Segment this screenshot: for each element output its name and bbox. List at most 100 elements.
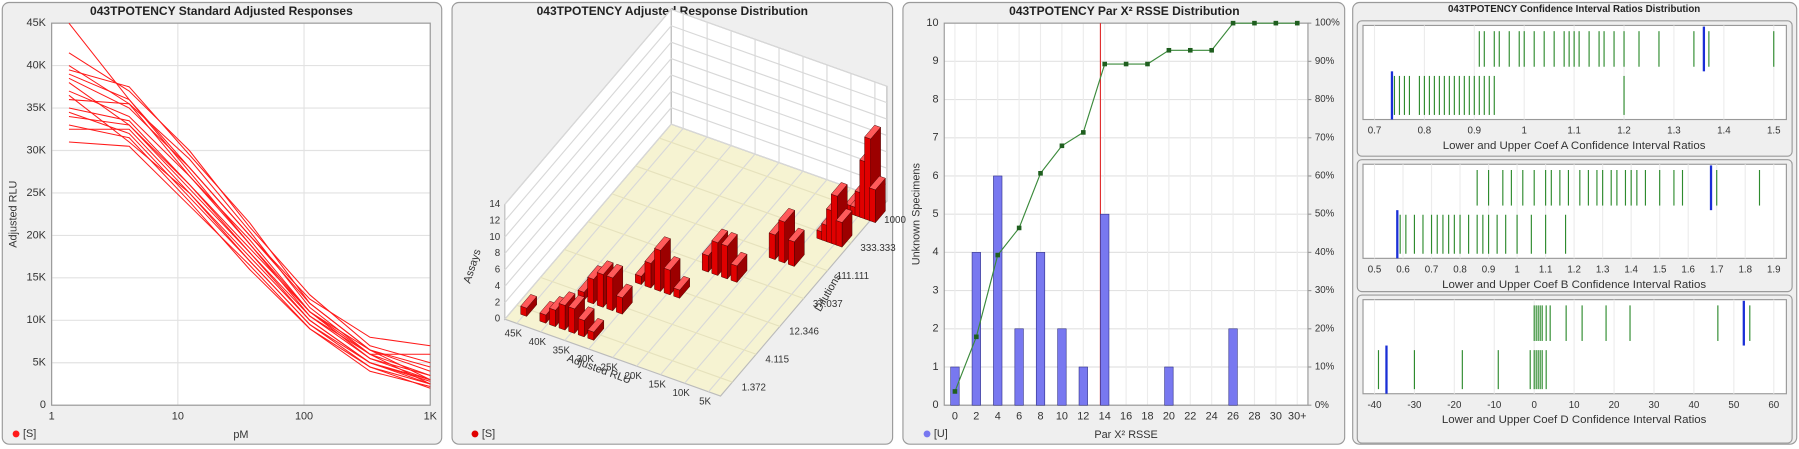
x-tick-label: 18 <box>1141 411 1153 423</box>
x-tick-label: 1.4 <box>1717 126 1731 137</box>
chart-title: 043TPOTENCY Standard Adjusted Responses <box>90 4 353 18</box>
grid-line <box>504 41 888 238</box>
y2-tick-label: 0% <box>1315 400 1329 411</box>
grid-line <box>587 221 804 300</box>
x-tick-label: -30 <box>1407 400 1422 411</box>
grid-line <box>516 13 684 324</box>
x-tick-label: 0.7 <box>1368 126 1382 137</box>
bar <box>1164 366 1174 406</box>
x-tick-label: 1.2 <box>1567 264 1581 275</box>
z-tick-label: 2 <box>495 297 500 308</box>
x-tick-label: 1K <box>424 411 438 423</box>
line-marker <box>1252 20 1257 26</box>
bar <box>868 175 886 224</box>
bar-front <box>606 275 614 312</box>
x-tick-label: 4 <box>995 411 1001 423</box>
bar-front <box>558 303 566 331</box>
x-tick-label: 1.5 <box>1653 264 1667 275</box>
x-tick-label: 12 <box>1077 411 1089 423</box>
x-tick-label: 100 <box>295 411 313 423</box>
line <box>68 77 431 347</box>
bar <box>577 306 595 338</box>
grid-line <box>504 123 888 320</box>
x-tick-label: 0 <box>1531 400 1537 411</box>
bar-front <box>778 219 785 264</box>
line-marker <box>974 334 979 340</box>
chart-title: 043TPOTENCY Confidence Interval Ratios D… <box>1448 4 1700 15</box>
x-tick-label: 24 <box>1206 411 1218 423</box>
z-tick-label: 0 <box>495 314 501 325</box>
bar-front <box>654 247 661 292</box>
x-tick-label: 30 <box>1649 400 1660 411</box>
line <box>68 99 431 376</box>
bar-front <box>835 220 843 248</box>
x-tick-label: 20 <box>1163 411 1175 423</box>
x-tick-label: 40 <box>1688 400 1699 411</box>
y-tick-label: 20K <box>27 229 47 241</box>
z-tick-label: 8 <box>495 248 500 259</box>
line-marker <box>1123 61 1129 67</box>
x-tick-label: 45K <box>505 328 523 339</box>
grid-line <box>504 107 888 304</box>
bar <box>587 318 605 341</box>
legend-label: [U] <box>934 428 948 440</box>
x-tick-label: 1.2 <box>1617 126 1631 137</box>
bar <box>1100 213 1110 406</box>
bar <box>1014 328 1024 406</box>
grid-line <box>660 64 828 376</box>
bar <box>615 283 633 315</box>
y-tick-label: 111.111 <box>837 271 869 282</box>
y2-tick-label: 30% <box>1315 285 1335 296</box>
line-marker <box>1145 61 1150 67</box>
x-tick-label: 20 <box>1609 400 1620 411</box>
bar-top <box>606 263 624 279</box>
x-tick-label: 40K <box>529 337 547 348</box>
z-tick-label: 6 <box>495 265 500 276</box>
y-tick-label: 1 <box>932 361 938 373</box>
y-tick-label: 7 <box>932 132 938 144</box>
x-tick-label: 1.4 <box>1624 264 1638 275</box>
line-marker <box>1102 61 1107 67</box>
chart-title: 043TPOTENCY Par X² RSSE Distribution <box>1009 4 1239 18</box>
x-tick-label: 10 <box>1056 411 1068 423</box>
bar-top <box>520 294 538 309</box>
bar-front <box>587 276 594 305</box>
bar <box>730 251 748 283</box>
grid-line <box>504 8 888 205</box>
x-tick-label: 30+ <box>1288 411 1306 423</box>
y-axis-label: Adjusted RLU <box>8 180 20 247</box>
line-marker <box>1081 130 1086 135</box>
line-marker <box>1059 143 1065 149</box>
bar-top <box>577 306 595 321</box>
x-tick-label: 10 <box>1569 400 1580 411</box>
line <box>68 52 431 364</box>
legend-marker <box>471 430 479 438</box>
bar-front <box>568 306 575 334</box>
x-tick-label: 1.3 <box>1667 126 1681 137</box>
y-tick-label: 5 <box>932 208 938 220</box>
grid-line <box>504 90 888 287</box>
y2-tick-label: 40% <box>1315 247 1335 258</box>
bar <box>520 294 538 318</box>
bar-top <box>673 275 691 291</box>
bar-top <box>787 227 805 243</box>
bar-top <box>835 208 853 223</box>
line <box>68 116 431 355</box>
grid-line <box>684 73 852 384</box>
bar-top <box>721 232 738 247</box>
y-tick-label: 40K <box>27 59 47 71</box>
x-tick-label: 28 <box>1248 411 1260 423</box>
line-marker <box>1273 20 1279 26</box>
x-tick-label: 1.3 <box>1596 264 1610 275</box>
bar-top <box>830 182 848 197</box>
x-tick-label: 6 <box>1016 411 1022 423</box>
bar-top <box>730 251 748 267</box>
legend-label: [S] <box>23 428 36 440</box>
grid-line <box>540 276 757 355</box>
y2-tick-label: 90% <box>1315 56 1335 67</box>
bar-top <box>711 228 729 244</box>
x-axis-label: Lower and Upper Coef B Confidence Interv… <box>1442 279 1706 291</box>
grid-line <box>635 165 852 244</box>
x-tick-label: 16 <box>1120 411 1132 423</box>
x-tick-label: 0.6 <box>1396 264 1410 275</box>
